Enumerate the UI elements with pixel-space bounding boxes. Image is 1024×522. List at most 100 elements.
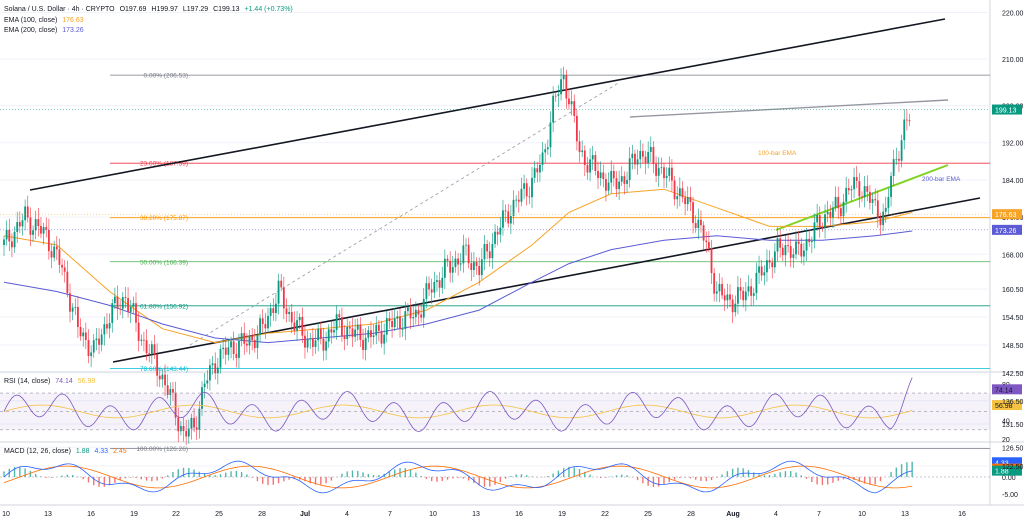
candle-body (243, 333, 246, 344)
candle-body (47, 229, 50, 252)
candle-body (330, 329, 333, 333)
candles (3, 66, 911, 446)
macd-histogram-bar (668, 477, 670, 483)
candle-body (77, 306, 79, 327)
candle-body (692, 202, 694, 224)
candle-body (776, 238, 779, 252)
macd-histogram-bar (737, 467, 739, 477)
candle-body (275, 303, 277, 314)
macd-histogram-bar (372, 475, 375, 477)
candle-body (5, 229, 8, 240)
macd-histogram-bar (182, 467, 185, 477)
candle-body (818, 215, 821, 228)
candle-body (829, 211, 832, 218)
candle-body (718, 284, 721, 292)
macd-histogram-bar (700, 477, 702, 481)
macd-histogram-bar (900, 464, 903, 477)
candle-body (179, 426, 182, 432)
macd-histogram-bar (689, 477, 692, 479)
candle-body (245, 343, 248, 346)
candle-body (560, 79, 562, 95)
macd-histogram-bar (568, 466, 570, 477)
macd-histogram-bar (351, 470, 354, 477)
x-tick-label: 13 (901, 511, 909, 518)
candle-body (668, 167, 671, 176)
price-badge (992, 104, 1022, 115)
candle-body (525, 183, 528, 197)
candle-body (599, 172, 602, 179)
candle-body (900, 140, 903, 161)
ema100-label: EMA (100, close) (4, 17, 58, 24)
x-tick-label: 25 (644, 511, 652, 518)
candle-body (705, 240, 708, 243)
candle-body (127, 298, 129, 312)
candle-body (462, 245, 465, 264)
candle-body (61, 264, 63, 268)
candle-body (734, 303, 737, 313)
candle-body (742, 290, 745, 301)
candle-body (884, 207, 887, 212)
x-tick-label: 10 (429, 511, 437, 518)
macd-histogram-bar (314, 477, 317, 485)
candle-body (628, 158, 631, 181)
rsi-line (3, 377, 913, 433)
candle-body (589, 159, 591, 173)
candle-body (602, 172, 605, 179)
candle-body (459, 263, 462, 265)
candle-body (198, 408, 201, 430)
candle-body (879, 217, 882, 226)
price-badge-label: 176.63 (995, 212, 1017, 219)
macd-histogram-bar (320, 477, 322, 485)
candle-body (34, 219, 37, 231)
candle-body (673, 180, 676, 200)
macd-histogram-bar (526, 475, 528, 477)
rsi-legend: RSI (14, close) 74.14 56.98 (4, 378, 98, 385)
candle-body (544, 149, 547, 153)
macd-badge (992, 465, 1022, 476)
candle-body (533, 168, 536, 178)
candle-body (488, 251, 491, 259)
macd-histogram-bar (262, 477, 264, 484)
macd-histogram-bar (615, 475, 618, 477)
candle-body (871, 199, 874, 203)
macd-histogram-bar (869, 477, 871, 485)
candle-body (634, 153, 636, 165)
candle-body (404, 311, 407, 330)
upper-channel-line (29, 18, 946, 191)
candle-body (98, 338, 100, 345)
candle-body (156, 354, 159, 376)
candle-body (731, 299, 734, 313)
candle-body (311, 338, 314, 347)
macd-histogram-bar (166, 475, 169, 477)
candle-body (106, 324, 108, 329)
macd-signal-value: 2.45 (113, 448, 127, 455)
x-tick-label: Jul (300, 511, 310, 518)
macd-histogram-bar (441, 477, 443, 482)
candle-body (663, 167, 665, 179)
candle-body (3, 239, 5, 245)
candle-body (322, 338, 325, 351)
macd-histogram-bar (832, 477, 834, 483)
candle-body (333, 330, 335, 333)
candle-body (874, 199, 877, 201)
candle-body (855, 177, 858, 182)
macd-histogram-bar (790, 471, 792, 477)
macd-histogram-bar (584, 471, 586, 477)
macd-histogram-bar (29, 470, 32, 477)
price-axis[interactable]: 230.00220.00210.00200.00192.00184.00176.… (0, 0, 1024, 471)
macd-histogram-bar (388, 471, 391, 477)
y-tick-label: 126.50 (1002, 445, 1024, 452)
candle-body (623, 176, 626, 184)
ema200-label: EMA (200, close) (4, 27, 58, 34)
candle-body (161, 374, 164, 380)
candle-body (766, 260, 768, 273)
candle-body (810, 241, 813, 243)
candle-body (499, 227, 502, 235)
macd-histogram-bar (890, 472, 892, 477)
macd-histogram-bar (156, 477, 158, 481)
macd-histogram-bar (758, 474, 760, 477)
time-axis[interactable]: 10 13 16 19 22 25 28 Jul 4 7 10 13 16 19 22 25 28 Aug 4 7 10… (2, 511, 966, 518)
candle-body (377, 324, 380, 331)
macd-histogram-bar (647, 477, 649, 486)
